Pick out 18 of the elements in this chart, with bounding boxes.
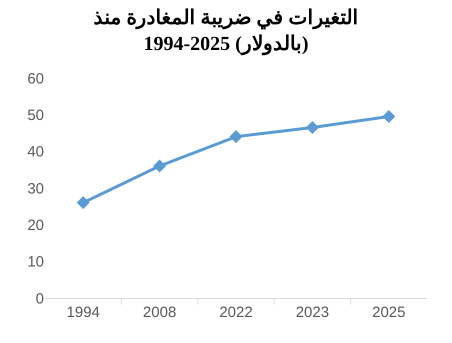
y-tick-label: 30	[27, 180, 44, 198]
x-tick-label: 2022	[219, 304, 253, 321]
y-tick-label: 0	[36, 290, 44, 308]
chart-title: التغيرات في ضريبة المغادرة منذ 1994-2025 (بالدولار)	[94, 7, 358, 56]
point	[153, 160, 166, 172]
x-tick-label: 2008	[142, 304, 176, 321]
y-tick-label: 10	[27, 254, 44, 271]
y-tick-label: 40	[27, 144, 44, 161]
y-tick-label: 50	[27, 106, 44, 124]
x-tick-label: 1994	[66, 304, 100, 321]
y-tick-label: 60	[27, 70, 44, 88]
x-tick-label: 2025	[372, 304, 406, 321]
y-tick-label: 20	[27, 216, 44, 234]
point	[76, 196, 90, 210]
point	[306, 121, 319, 134]
x-tick-label: 2023	[296, 304, 330, 321]
point	[382, 110, 396, 123]
point	[230, 130, 242, 144]
